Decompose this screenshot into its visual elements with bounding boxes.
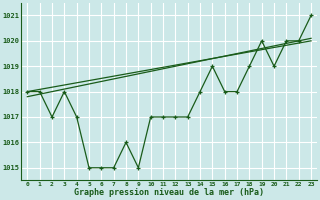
X-axis label: Graphe pression niveau de la mer (hPa): Graphe pression niveau de la mer (hPa) [74,188,264,197]
